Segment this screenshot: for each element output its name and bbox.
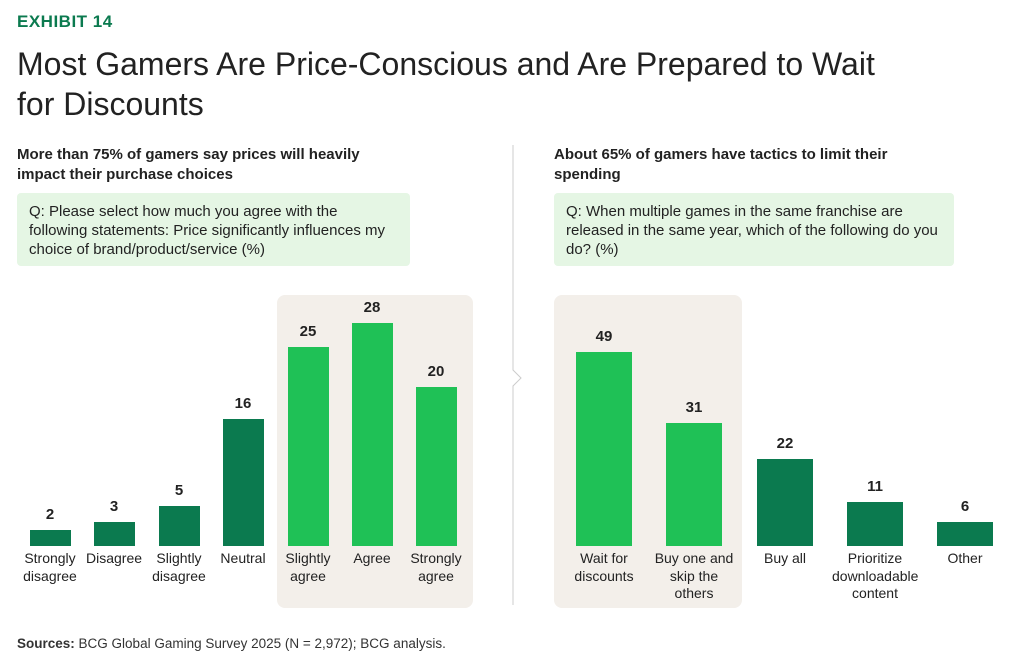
category-label: Neutral xyxy=(220,550,266,566)
chart-subtitle: More than 75% of gamers say prices will … xyxy=(17,146,360,183)
bar xyxy=(158,506,200,546)
bar xyxy=(666,423,722,546)
value-label: 11 xyxy=(867,478,883,496)
sources-label: Sources: xyxy=(17,636,75,651)
value-label: 28 xyxy=(363,299,381,316)
category-label: Disagree xyxy=(85,550,143,566)
divider-line xyxy=(512,145,522,605)
value-label: 5 xyxy=(174,482,184,500)
bar xyxy=(351,323,393,546)
bar xyxy=(222,418,264,546)
sources-text: BCG Global Gaming Survey 2025 (N = 2,972… xyxy=(78,636,446,651)
bar xyxy=(93,522,135,546)
category-label: Slightly disagree xyxy=(152,550,206,584)
bar xyxy=(847,502,903,546)
bar xyxy=(287,346,329,546)
category-label: Wait for discounts xyxy=(574,550,634,584)
question-box: Q: When multiple games in the same franc… xyxy=(554,193,954,266)
sources: Sources: BCG Global Gaming Survey 2025 (… xyxy=(17,636,446,651)
category-label: Buy all xyxy=(763,550,807,566)
value-label: 49 xyxy=(595,328,613,345)
value-label: 3 xyxy=(109,498,119,516)
bar xyxy=(29,530,71,546)
category-label: Buy one and skip the others xyxy=(654,550,734,601)
category-label: Other xyxy=(947,550,983,566)
value-label: 2 xyxy=(45,506,55,524)
category-label: Strongly disagree xyxy=(23,550,77,584)
category-label: Prioritize downloadable content xyxy=(832,550,919,601)
exhibit-label: EXHIBIT 14 xyxy=(17,12,113,31)
bar xyxy=(937,522,993,546)
bar xyxy=(576,352,632,546)
chart-subtitle: About 65% of gamers have tactics to limi… xyxy=(554,146,888,183)
value-label: 6 xyxy=(960,498,970,516)
value-label: 31 xyxy=(685,399,703,417)
bar xyxy=(757,458,813,546)
bar xyxy=(415,386,457,546)
value-label: 22 xyxy=(776,434,794,452)
divider xyxy=(512,145,522,605)
value-label: 25 xyxy=(299,322,317,340)
category-label: Slightly agree xyxy=(285,550,331,584)
question-box: Q: Please select how much you agree with… xyxy=(17,193,410,266)
category-label: Agree xyxy=(353,550,391,566)
value-label: 20 xyxy=(427,362,445,380)
title: Most Gamers Are Price-Conscious and Are … xyxy=(17,46,875,122)
category-label: Strongly agree xyxy=(410,550,462,584)
value-label: 16 xyxy=(234,394,252,412)
